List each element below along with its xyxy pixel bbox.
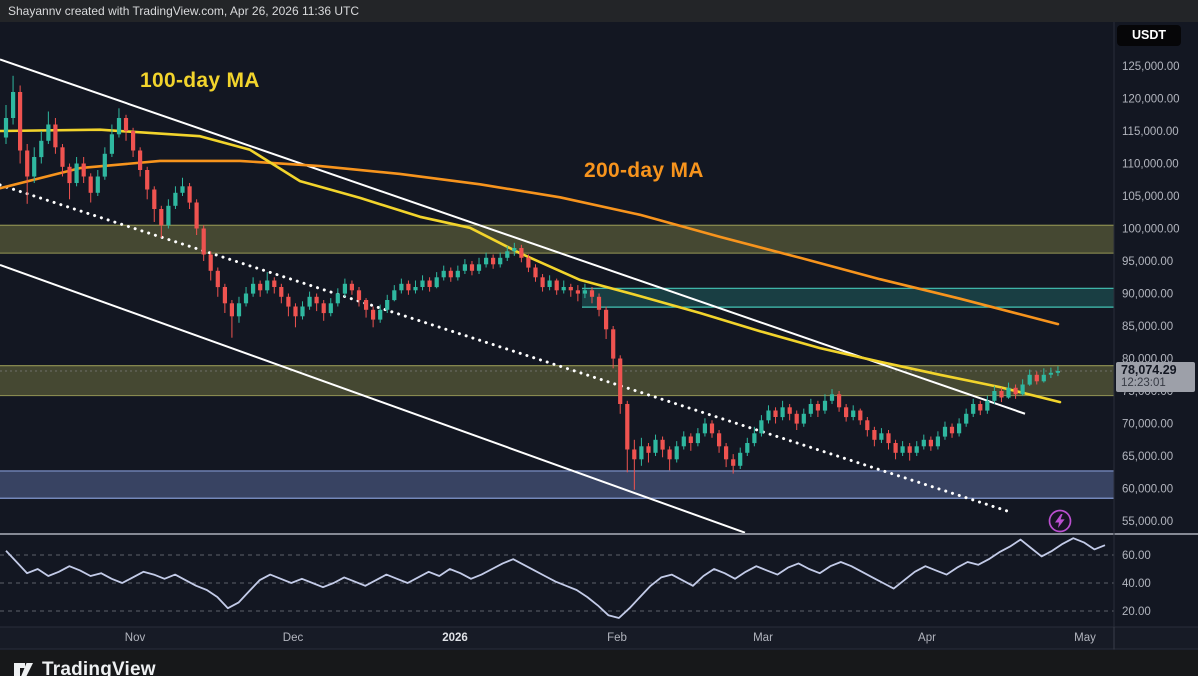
tradingview-logo-text: TradingView (42, 659, 156, 676)
rsi-pane: 60.00 40.00 20.00 (0, 537, 1151, 619)
svg-text:60,000.00: 60,000.00 (1122, 484, 1173, 496)
svg-text:Feb: Feb (607, 632, 627, 644)
tradingview-logo[interactable]: TradingView (14, 659, 1198, 676)
svg-text:Dec: Dec (283, 632, 304, 644)
bottom-strip: TradingView (0, 650, 1198, 676)
supply-zone-88k-91k (582, 287, 1114, 308)
price-zones (0, 224, 1114, 499)
svg-text:55,000.00: 55,000.00 (1122, 516, 1173, 528)
svg-text:90,000.00: 90,000.00 (1122, 289, 1173, 301)
ma-200-label: 200-day MA (584, 159, 704, 182)
bar-countdown: 12:23:01 (1121, 377, 1166, 389)
resistance-zone-96k-100k (0, 224, 1114, 254)
dotted-downtrend-line (0, 183, 1012, 514)
svg-text:60.00: 60.00 (1122, 550, 1151, 562)
svg-text:65,000.00: 65,000.00 (1122, 451, 1173, 463)
lower-channel-trendline (0, 263, 746, 534)
flash-reaction-icon[interactable] (1048, 509, 1072, 533)
svg-text:125,000.00: 125,000.00 (1122, 61, 1180, 73)
svg-text:120,000.00: 120,000.00 (1122, 94, 1180, 106)
svg-text:May: May (1074, 632, 1096, 644)
ma-100-line (0, 128, 1062, 404)
quote-currency-badge[interactable]: USDT (1117, 25, 1181, 46)
support-zone-58k-63k (0, 470, 1114, 499)
attribution-bar: Shayannv created with TradingView.com, A… (0, 0, 1198, 22)
ma-100-label: 100-day MA (140, 69, 260, 92)
last-price-label: 78,074.29 12:23:01 (1116, 362, 1195, 392)
svg-text:2026: 2026 (442, 632, 468, 644)
svg-text:Nov: Nov (125, 632, 146, 644)
tradingview-logo-icon (14, 663, 33, 676)
last-price-value: 78,074.29 (1121, 363, 1177, 377)
svg-text:Apr: Apr (918, 632, 936, 644)
svg-text:100,000.00: 100,000.00 (1122, 224, 1180, 236)
rsi-line (5, 537, 1106, 619)
candlestick-series (3, 75, 1060, 490)
svg-text:70,000.00: 70,000.00 (1122, 419, 1173, 431)
svg-text:40.00: 40.00 (1122, 578, 1151, 590)
attribution-text: Shayannv created with TradingView.com, A… (8, 4, 360, 18)
svg-text:95,000.00: 95,000.00 (1122, 256, 1173, 268)
svg-text:Mar: Mar (753, 632, 773, 644)
current-resistance-zone-74k-79k (0, 365, 1114, 397)
svg-text:110,000.00: 110,000.00 (1122, 159, 1179, 171)
svg-text:85,000.00: 85,000.00 (1122, 321, 1173, 333)
svg-text:105,000.00: 105,000.00 (1122, 191, 1180, 203)
svg-text:20.00: 20.00 (1122, 606, 1151, 618)
svg-text:115,000.00: 115,000.00 (1122, 126, 1179, 138)
ma-200-line (0, 159, 1060, 326)
time-axis[interactable]: Nov Dec 2026 Feb Mar Apr May (0, 626, 1198, 650)
